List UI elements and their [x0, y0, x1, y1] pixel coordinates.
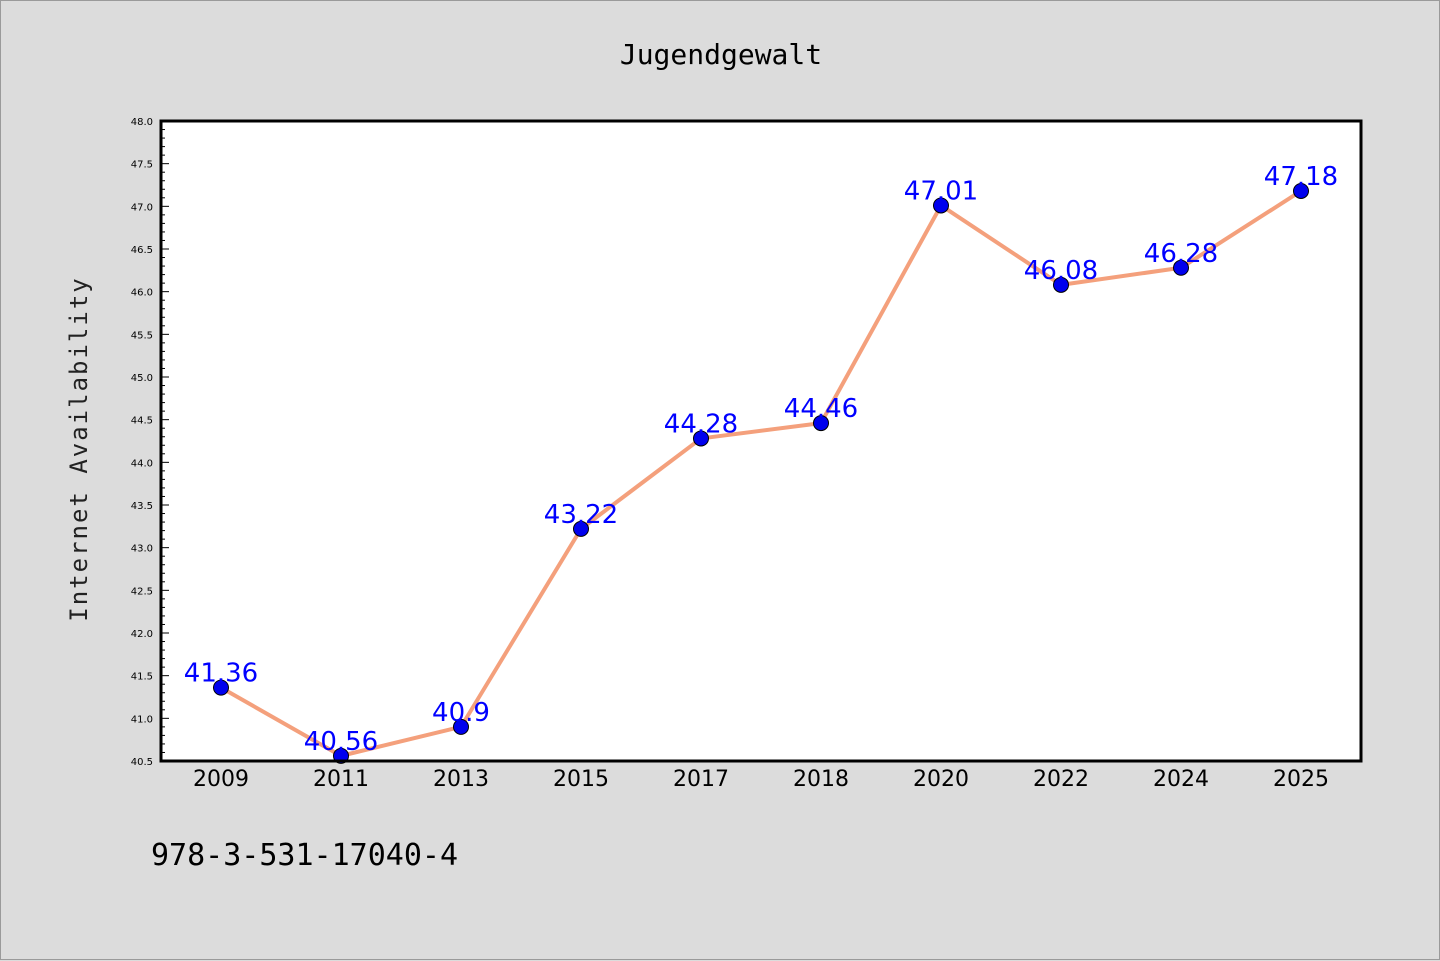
data-point [1173, 259, 1189, 276]
y-tick-label: 45.0 [131, 373, 153, 384]
data-labels: 41.36 40.56 40.9 43.22 44.28 44.46 47.01 46.08 4… [184, 162, 1338, 757]
y-axis-label: Internet Availability [65, 276, 93, 621]
data-point [1293, 182, 1309, 199]
y-tick-label: 45.5 [131, 330, 153, 341]
data-label: 47.01 [904, 176, 978, 206]
data-markers [213, 182, 1309, 764]
x-tick-label: 2018 [793, 767, 849, 792]
plot-border [159, 119, 1363, 763]
y-axis-ticks: 40.5 41.0 41.5 42.0 42.5 43.0 43.5 44.0 44.5 45.0… [131, 117, 169, 768]
data-label: 43.22 [544, 500, 618, 530]
chart-title: Jugendgewalt [620, 38, 822, 71]
y-tick-label: 41.5 [131, 672, 153, 683]
y-tick-label: 42.0 [131, 629, 153, 640]
data-point [693, 430, 709, 447]
data-point [813, 415, 829, 432]
data-point [573, 520, 589, 537]
y-tick-label: 47.0 [131, 202, 153, 213]
x-tick-label: 2024 [1153, 767, 1209, 792]
y-tick-label: 48.0 [131, 117, 153, 128]
x-tick-label: 2009 [193, 767, 249, 792]
y-tick-label: 46.0 [131, 288, 153, 299]
series-line-group [220, 189, 1303, 758]
x-tick-label: 2015 [553, 767, 609, 792]
data-label: 41.36 [184, 659, 258, 689]
x-tick-label: 2011 [313, 767, 369, 792]
data-label: 46.08 [1024, 256, 1098, 286]
y-tick-label: 40.5 [131, 757, 153, 768]
data-point [1053, 276, 1069, 293]
data-label: 40.56 [304, 727, 378, 757]
data-point [453, 718, 469, 735]
x-tick-label: 2022 [1033, 767, 1089, 792]
x-tick-label: 2013 [433, 767, 489, 792]
y-tick-label: 42.5 [131, 586, 153, 597]
plot-area [161, 121, 1361, 761]
x-tick-label: 2017 [673, 767, 729, 792]
y-tick-label: 46.5 [131, 245, 153, 256]
y-tick-label: 43.5 [131, 501, 153, 512]
data-label: 40.9 [432, 698, 490, 728]
y-tick-label: 47.5 [131, 160, 153, 171]
data-point [933, 197, 949, 214]
data-label: 47.18 [1264, 162, 1338, 192]
x-tick-label: 2025 [1273, 767, 1329, 792]
y-tick-label: 43.0 [131, 544, 153, 555]
x-axis-ticks: 2009 2011 2013 2015 2017 2018 2020 2022 2024 2025 [193, 767, 1329, 792]
data-label: 46.28 [1144, 239, 1218, 269]
y-tick-label: 44.5 [131, 416, 153, 427]
series-line [220, 189, 1303, 758]
y-tick-label: 41.0 [131, 714, 153, 725]
footer-code: 978-3-531-17040-4 [151, 838, 458, 873]
data-label: 44.46 [784, 394, 858, 424]
data-label: 44.28 [664, 409, 738, 439]
x-tick-label: 2020 [913, 767, 969, 792]
data-point [213, 679, 229, 696]
y-tick-label: 44.0 [131, 458, 153, 469]
